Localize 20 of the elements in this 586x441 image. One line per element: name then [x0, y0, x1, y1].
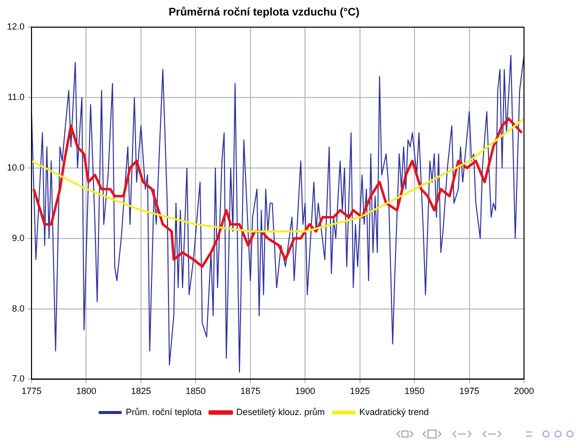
y-tick-label: 12.0: [6, 22, 25, 32]
y-tick-label: 8.0: [12, 303, 25, 314]
x-tick-label: 1875: [240, 386, 260, 396]
y-tick-label: 7.0: [12, 374, 25, 384]
legend-label: Kvadratický trend: [359, 406, 429, 417]
x-tick-label: 1925: [350, 386, 370, 396]
x-tick-label: 1950: [404, 386, 425, 396]
y-tick-label: 9.0: [12, 232, 25, 243]
x-tick-label: 1825: [130, 386, 151, 396]
x-tick-label: 1900: [295, 386, 316, 396]
x-tick-label: 1850: [186, 386, 206, 396]
y-tick-label: 11.0: [8, 92, 25, 102]
y-tick-label: 10.0: [6, 162, 25, 172]
legend-label: Prům. roční teplota: [126, 406, 202, 417]
legend-label: Desetiletý klouz. prům: [236, 406, 325, 417]
x-tick-label: 1800: [76, 386, 96, 396]
x-tick-label: 1775: [22, 386, 42, 396]
x-tick-label: 2000: [514, 386, 534, 396]
x-tick-label: 1975: [459, 386, 480, 396]
chart-title: Průměrná roční teplota vzduchu (°C): [168, 6, 360, 19]
